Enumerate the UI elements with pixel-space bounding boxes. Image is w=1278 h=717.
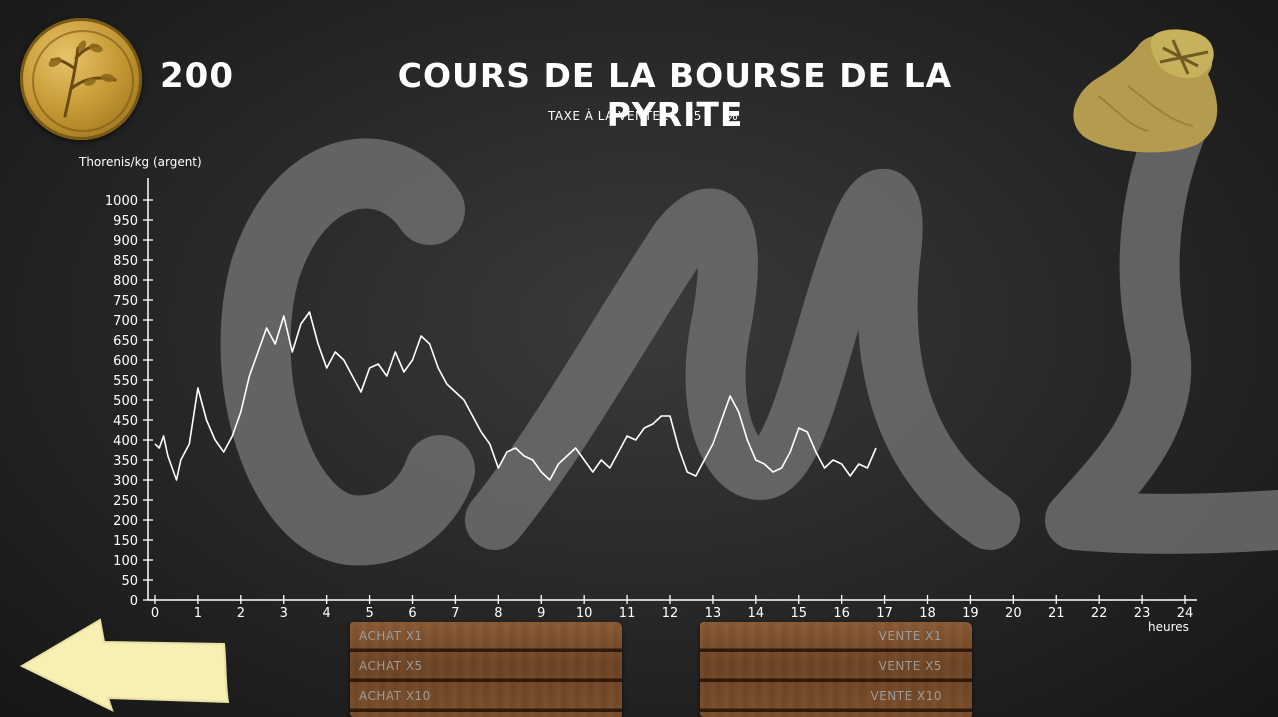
y-tick-label: 200	[113, 514, 138, 529]
y-tick-label: 850	[113, 254, 138, 269]
x-tick-label: 23	[1134, 606, 1151, 621]
wood-plank	[700, 622, 972, 717]
buy-x10-button[interactable]: Achat x10	[359, 689, 431, 703]
tax-unit: %	[726, 109, 739, 123]
buy-panel: Achat x1 Achat x5 Achat x10	[350, 622, 622, 717]
x-tick-label: 12	[662, 606, 679, 621]
y-tick-label: 350	[113, 454, 138, 469]
x-tick-label: 19	[962, 606, 979, 621]
buy-x1-button[interactable]: Achat x1	[359, 629, 423, 643]
y-tick-label: 100	[113, 554, 138, 569]
x-tick-label: 20	[1005, 606, 1022, 621]
x-tick-label: 15	[790, 606, 807, 621]
tax-value: 35	[685, 109, 702, 123]
y-tick-label: 550	[113, 374, 138, 389]
y-tick-label: 600	[113, 354, 138, 369]
x-axis-label: heures	[1148, 620, 1189, 634]
y-tick-label: 250	[113, 494, 138, 509]
x-tick-label: 22	[1091, 606, 1108, 621]
sale-tax: Taxe à la vente : 35 %	[548, 109, 738, 123]
y-tick-label: 950	[113, 214, 138, 229]
coin-icon	[20, 18, 142, 140]
x-tick-label: 3	[280, 606, 288, 621]
x-tick-label: 9	[537, 606, 545, 621]
sell-x10-button[interactable]: Vente x10	[870, 689, 942, 703]
y-tick-label: 700	[113, 314, 138, 329]
y-tick-label: 50	[121, 574, 138, 589]
x-tick-label: 0	[151, 606, 159, 621]
x-tick-label: 17	[876, 606, 893, 621]
x-tick-label: 8	[494, 606, 502, 621]
y-tick-label: 0	[130, 594, 138, 609]
price-series-line	[154, 311, 877, 481]
sell-x1-button[interactable]: Vente x1	[878, 629, 942, 643]
x-tick-label: 4	[323, 606, 331, 621]
y-tick-label: 400	[113, 434, 138, 449]
y-tick-label: 150	[113, 534, 138, 549]
wood-plank	[350, 622, 622, 717]
x-tick-label: 21	[1048, 606, 1065, 621]
sell-panel: Vente x1 Vente x5 Vente x10	[700, 622, 972, 717]
back-arrow-icon[interactable]	[18, 618, 230, 712]
y-tick-label: 800	[113, 274, 138, 289]
x-tick-label: 13	[705, 606, 722, 621]
y-axis-label: Thorenis/kg (argent)	[78, 155, 202, 169]
x-tick-label: 18	[919, 606, 936, 621]
money-amount: 200	[160, 56, 234, 96]
y-tick-label: 750	[113, 294, 138, 309]
y-tick-label: 450	[113, 414, 138, 429]
y-tick-label: 1000	[105, 194, 138, 209]
x-tick-label: 24	[1177, 606, 1194, 621]
y-tick-label: 500	[113, 394, 138, 409]
x-tick-label: 14	[748, 606, 765, 621]
sell-x5-button[interactable]: Vente x5	[878, 659, 942, 673]
x-tick-label: 1	[194, 606, 202, 621]
x-tick-label: 5	[365, 606, 373, 621]
x-tick-label: 7	[451, 606, 459, 621]
y-tick-label: 300	[113, 474, 138, 489]
buy-x5-button[interactable]: Achat x5	[359, 659, 423, 673]
x-tick-label: 11	[619, 606, 636, 621]
gold-sack-icon[interactable]	[1068, 26, 1226, 156]
y-tick-label: 650	[113, 334, 138, 349]
x-tick-label: 16	[833, 606, 850, 621]
x-tick-label: 6	[408, 606, 416, 621]
tax-label: Taxe à la vente :	[548, 109, 670, 123]
page-title: Cours de la bourse de la Pyrite	[397, 56, 953, 134]
x-tick-label: 2	[237, 606, 245, 621]
x-tick-label: 10	[576, 606, 593, 621]
y-tick-label: 900	[113, 234, 138, 249]
